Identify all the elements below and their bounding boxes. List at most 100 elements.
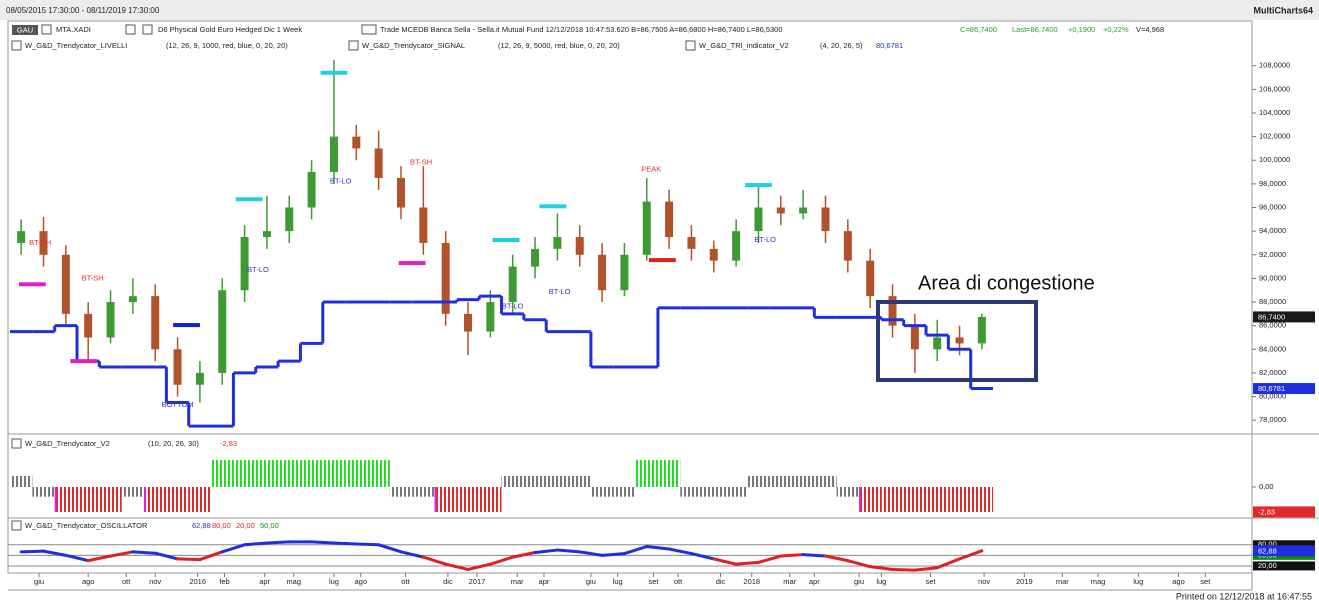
candle-body (888, 296, 897, 326)
candle-body (977, 316, 986, 344)
y-tick-label: 96,0000 (1259, 202, 1286, 211)
candle-body (441, 242, 450, 314)
signal-label: BT-LO (549, 287, 571, 296)
dropdown[interactable] (361, 24, 377, 35)
symbol-button[interactable] (12, 25, 38, 35)
x-tick-label: apr (809, 577, 820, 586)
candle-body (262, 231, 271, 238)
quote-close: C=86,7400 (960, 25, 997, 34)
study-toggle[interactable] (11, 438, 22, 449)
dropdown[interactable] (41, 24, 52, 35)
histogram-bar (791, 476, 815, 488)
oscillator-segment (399, 550, 425, 559)
candle-body (419, 207, 428, 243)
level-marker (398, 261, 426, 266)
oscillator-segment (421, 555, 448, 566)
app-name: MultiCharts64 (1253, 5, 1313, 15)
symbol-button-label[interactable]: GAU (17, 25, 33, 34)
histogram-bar (479, 487, 502, 512)
histogram-bar (814, 476, 837, 488)
histogram-bar (255, 459, 279, 488)
y-tick-label: 102,0000 (1259, 132, 1290, 141)
candle-body (665, 201, 674, 238)
y-tick-label: 106,0000 (1259, 84, 1290, 93)
candle-body (508, 266, 517, 303)
histogram-bar (702, 487, 725, 497)
histogram-bar (233, 459, 256, 488)
histogram-bar (501, 476, 524, 488)
price-tag-label: -2,83 (1258, 507, 1275, 516)
candle-body (352, 136, 361, 149)
x-tick-label: mar (1056, 577, 1069, 586)
signal-label: BT-LO (247, 265, 269, 274)
dropdown[interactable] (142, 24, 153, 35)
histogram-bar (590, 487, 614, 497)
callout-label: Area di congestione (918, 272, 1095, 294)
printed-note: Printed on 12/12/2018 at 16:47:55 (1176, 591, 1312, 601)
study-params: (10, 20, 26, 30) (148, 439, 199, 448)
x-tick-label: giu (854, 577, 864, 586)
histogram-bar (836, 487, 860, 497)
oscillator-segment (891, 567, 917, 572)
oscillator-segment (109, 550, 135, 558)
candle-body (329, 136, 338, 173)
study-toggle[interactable] (11, 520, 22, 531)
histogram-bar (300, 459, 323, 488)
oscillator-segment (354, 542, 381, 547)
price-tag-label: 80,6781 (1258, 384, 1285, 393)
dropdown[interactable] (125, 24, 136, 35)
histogram-bar (903, 487, 927, 512)
x-tick-label: ott (401, 577, 410, 586)
histogram-bar (54, 487, 78, 512)
oscillator-segment (511, 551, 537, 559)
candle-body (620, 254, 629, 291)
study-params: (12, 26, 9, 1000, red, blue, 0, 20, 20) (166, 41, 288, 50)
x-tick-label: lug (1133, 577, 1143, 586)
study-value: 62,88 (192, 521, 211, 530)
candle-body (240, 237, 249, 291)
oscillator-segment (444, 562, 470, 571)
oscillator-segment (913, 566, 939, 572)
oscillator-segment (801, 553, 827, 558)
x-tick-label: apr (539, 577, 550, 586)
oscillator-segment (958, 549, 984, 561)
oscillator-segment (533, 548, 559, 555)
oscillator-segment (131, 550, 157, 555)
oscillator-segment (622, 545, 649, 556)
transition-bar (859, 487, 862, 512)
oscillator-segment (712, 557, 738, 566)
oscillator-segment (823, 554, 850, 563)
histogram-bar (99, 487, 122, 512)
oscillator-segment (600, 552, 626, 557)
level-marker (648, 258, 676, 263)
histogram-bar (568, 476, 591, 488)
candle-body (933, 337, 942, 350)
histogram-bar (926, 487, 949, 512)
histogram-bar (389, 487, 413, 497)
signal-label: BT-SH (410, 158, 432, 167)
study-toggle[interactable] (11, 40, 22, 51)
histogram-bar (970, 487, 994, 512)
signal-label: BT-SH (29, 238, 51, 247)
quote-last: Last=86,7400 (1012, 25, 1058, 34)
study-value: 50,00 (260, 521, 279, 530)
candle-body (732, 231, 741, 261)
level-marker (320, 70, 348, 75)
signal-label: BT-LO (754, 235, 776, 244)
candle-body (106, 302, 115, 338)
histogram-bar (680, 487, 703, 497)
y-tick-label: 108,0000 (1259, 61, 1290, 70)
study-toggle[interactable] (348, 40, 359, 51)
candle-body (843, 231, 852, 261)
signal-label: PEAK (641, 165, 661, 174)
candle-body (17, 231, 26, 243)
price-tag (1253, 311, 1315, 323)
y-tick-label: 0,00 (1259, 482, 1274, 491)
study-toggle[interactable] (685, 40, 696, 51)
candle-body (173, 349, 182, 385)
oscillator-segment (667, 547, 693, 556)
histogram-bar (769, 476, 792, 488)
histogram-bar (456, 487, 480, 512)
